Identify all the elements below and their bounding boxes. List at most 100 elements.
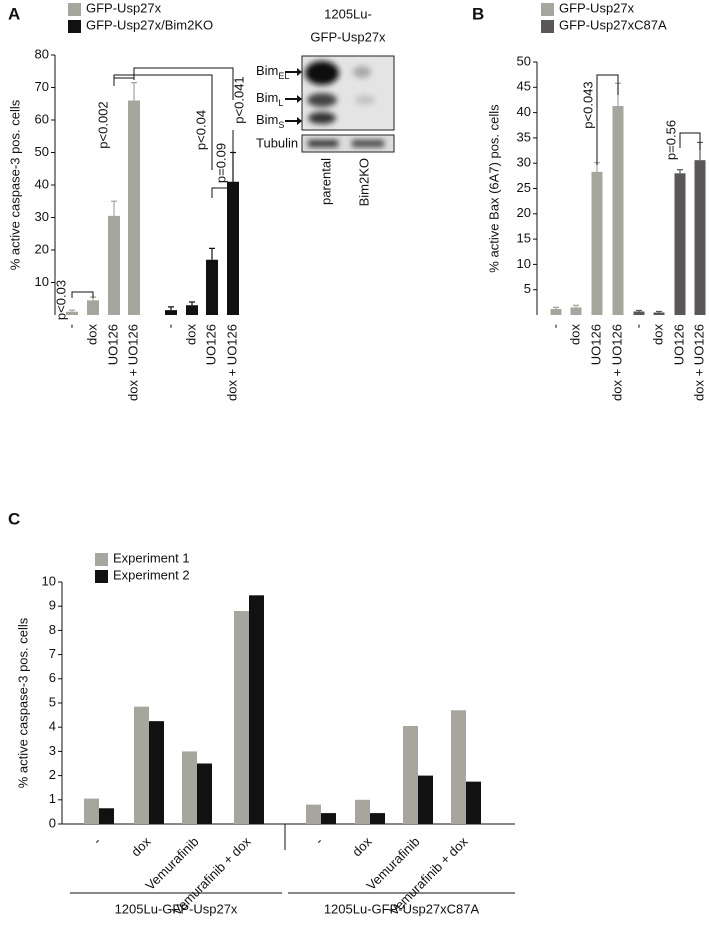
x-tick-label: - [630,324,645,328]
arrow-head [297,68,302,76]
p-value: p<0.03 [53,280,68,320]
bracket [596,74,619,165]
bar [591,171,603,315]
band-subscript: EL [278,71,289,81]
bar [66,311,78,315]
band-label: BimS [256,112,284,130]
x-tick-label: dox + UO126 [609,324,624,401]
bar [165,310,177,315]
blot-title: 1205Lu- [324,6,372,21]
y-tick-label: 40 [517,104,531,119]
error-bar [636,309,642,312]
x-tick-label: - [312,834,326,848]
y-tick-label: 30 [35,209,49,224]
y-tick-label: 3 [49,743,56,758]
lane-label: parental [318,158,333,205]
band-name: Bim [256,90,278,105]
x-tick-label: dox [84,324,99,345]
p-value: p<0.002 [95,101,110,148]
legend-label: Experiment 1 [113,550,190,565]
y-tick-label: 10 [517,256,531,271]
bracket [211,130,234,198]
panel-label: B [472,4,484,23]
legend-label: GFP-Usp27x/Bim2KO [86,17,213,32]
p-value: p<0.043 [580,81,595,128]
x-tick-label: UO126 [588,324,603,365]
error-bar [189,301,195,306]
legend-swatch [95,553,108,566]
bar [612,106,624,315]
bar [182,751,197,824]
bar [84,798,99,824]
bar [108,215,120,315]
y-tick-label: 60 [35,111,49,126]
bar [249,595,264,824]
band-label: BimEL [256,63,289,81]
y-tick-label: 9 [49,598,56,613]
bar [653,312,665,315]
x-tick-label: - [162,324,177,328]
bar [570,307,582,315]
y-axis-label: % active caspase-3 pos. cells [15,617,30,788]
y-tick-label: 20 [517,205,531,220]
bar [418,775,433,824]
arrow-head [297,117,302,125]
arrow-head [297,95,302,103]
legend-label: GFP-Usp27xC87A [559,17,667,32]
y-tick-label: 25 [517,180,531,195]
x-tick-label: dox [567,324,582,345]
y-tick-label: 0 [49,815,56,830]
bar [197,763,212,824]
loading-control-label: Tubulin [256,135,298,150]
tubulin-band [352,140,384,147]
bar [321,813,336,824]
error-bar [209,247,215,260]
y-tick-label: 40 [35,176,49,191]
y-tick-label: 1 [49,791,56,806]
y-tick-label: 2 [49,767,56,782]
y-tick-label: 35 [517,129,531,144]
bar [99,808,114,824]
x-tick-label: dox + UO126 [691,324,706,401]
y-tick-label: 6 [49,670,56,685]
x-tick-label: - [90,834,104,848]
error-bar [553,306,559,309]
band-name: Bim [256,63,278,78]
x-tick-label: dox [128,834,154,860]
bar [134,706,149,824]
group-label: 1205Lu-GFP-Usp27x [115,901,238,916]
y-tick-label: 5 [49,694,56,709]
x-tick-label: dox [183,324,198,345]
legend-swatch [68,3,81,16]
x-tick-label: - [547,324,562,328]
x-tick-label: dox [650,324,665,345]
bar [128,100,140,315]
error-bar [677,169,683,174]
bar [466,781,481,824]
bar [149,721,164,824]
legend-swatch [95,570,108,583]
bracket [133,67,234,100]
bracket [113,77,135,86]
error-bar [168,306,174,311]
x-tick-label: dox + UO126 [224,324,239,401]
tubulin-frame [301,134,395,153]
error-bar [573,304,579,308]
bar [306,804,321,824]
y-tick-label: 4 [49,719,56,734]
p-value: p=0.56 [663,120,678,160]
y-tick-label: 50 [517,53,531,68]
blot-title: GFP-Usp27x [310,29,386,44]
y-tick-label: 10 [42,573,56,588]
y-tick-label: 30 [517,155,531,170]
y-tick-label: 70 [35,79,49,94]
bar [355,799,370,824]
y-tick-label: 5 [524,281,531,296]
western-blot: 1205Lu- GFP-Usp27x [301,6,395,153]
y-tick-label: 45 [517,79,531,94]
blot-bands [305,61,375,124]
y-tick-label: 15 [517,231,531,246]
y-tick-label: 10 [35,274,49,289]
legend-label: Experiment 2 [113,567,190,582]
